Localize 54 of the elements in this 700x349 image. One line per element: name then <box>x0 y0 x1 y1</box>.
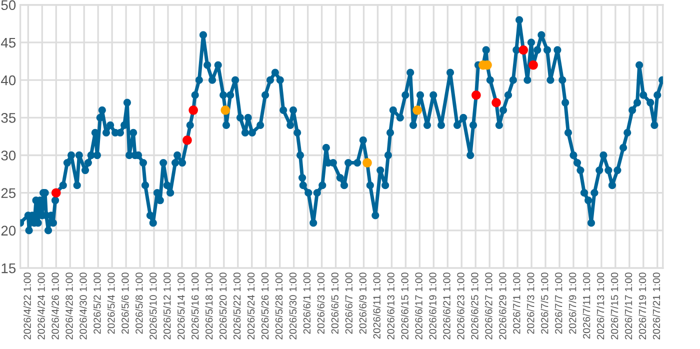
x-tick-label: 2026/5/16 1:00 <box>191 272 199 340</box>
x-tick-label: 2026/6/3 1:00 <box>317 272 325 334</box>
x-tick-label: 2026/5/28 1:00 <box>275 272 283 340</box>
y-tick-label: 50 <box>1 0 16 10</box>
x-tick-label: 2026/7/17 1:00 <box>624 272 632 340</box>
x-tick-label: 2026/6/11 1:00 <box>372 272 380 339</box>
x-tick-label: 2026/5/24 1:00 <box>247 272 255 340</box>
x-tick-label: 2026/5/6 1:00 <box>121 272 129 334</box>
x-tick-label: 2026/7/7 1:00 <box>554 272 562 334</box>
x-tick-label: 2026/5/2 1:00 <box>93 272 101 334</box>
x-tick-label: 2026/5/20 1:00 <box>219 272 227 340</box>
x-tick-label: 2026/6/13 1:00 <box>386 272 394 340</box>
x-tick-label: 2026/4/26 1:00 <box>51 272 59 340</box>
x-tick-label: 2026/7/21 1:00 <box>652 272 660 340</box>
x-tick-label: 2026/7/5 1:00 <box>540 272 548 334</box>
x-tick-label: 2026/7/13 1:00 <box>596 272 604 340</box>
x-tick-label: 2026/6/17 1:00 <box>414 272 422 340</box>
x-tick-label: 2026/5/18 1:00 <box>205 272 213 340</box>
y-tick-label: 35 <box>1 112 16 123</box>
x-tick-label: 2026/7/19 1:00 <box>638 272 646 340</box>
x-tick-label: 2026/4/24 1:00 <box>37 272 45 340</box>
x-tick-label: 2026/7/1 1:00 <box>512 272 520 334</box>
x-tick-label: 2026/5/12 1:00 <box>163 272 171 340</box>
x-tick-label: 2026/6/1 1:00 <box>303 272 311 334</box>
x-tick-label: 2026/7/11 1:00 <box>582 272 590 339</box>
x-tick-label: 2026/7/9 1:00 <box>568 272 576 334</box>
x-tick-label: 2026/4/28 1:00 <box>65 272 73 340</box>
x-tick-label: 2026/5/4 1:00 <box>107 272 115 334</box>
x-tick-label: 2026/4/30 1:00 <box>79 272 87 340</box>
y-tick-label: 15 <box>2 264 16 274</box>
y-tick-label: 30 <box>1 150 16 160</box>
x-tick-label: 2026/5/30 1:00 <box>289 272 297 340</box>
x-tick-label: 2026/5/26 1:00 <box>261 272 269 340</box>
y-tick-label: 45 <box>1 38 16 48</box>
x-tick-label: 2026/7/15 1:00 <box>610 272 618 340</box>
x-tick-label: 2026/6/25 1:00 <box>470 272 478 340</box>
x-tick-label: 2026/6/23 1:00 <box>456 272 464 340</box>
x-tick-label: 2026/5/22 1:00 <box>233 272 241 340</box>
x-tick-label: 2026/6/9 1:00 <box>359 272 366 334</box>
x-tick-label: 2026/5/14 1:00 <box>177 272 185 340</box>
y-tick-label: 25 <box>1 188 16 198</box>
x-tick-label: 2026/6/5 1:00 <box>331 272 338 334</box>
x-tick-label: 2026/6/21 1:00 <box>442 272 450 340</box>
x-tick-label: 2026/6/7 1:00 <box>345 272 352 334</box>
x-tick-label: 2026/4/22 1:00 <box>23 272 31 340</box>
x-tick-label: 2026/6/15 1:00 <box>400 272 408 340</box>
x-tick-label: 2026/6/29 1:00 <box>498 272 506 340</box>
y-tick-label: 40 <box>1 75 16 86</box>
y-tick-label: 20 <box>1 226 16 236</box>
x-tick-label: 2026/5/8 1:00 <box>135 272 143 334</box>
x-tick-label: 2026/6/27 1:00 <box>484 272 492 340</box>
x-tick-label: 2026/5/10 1:00 <box>149 272 157 340</box>
x-tick-label: 2026/7/3 1:00 <box>526 272 534 334</box>
x-tick-label: 2026/6/19 1:00 <box>428 272 436 340</box>
